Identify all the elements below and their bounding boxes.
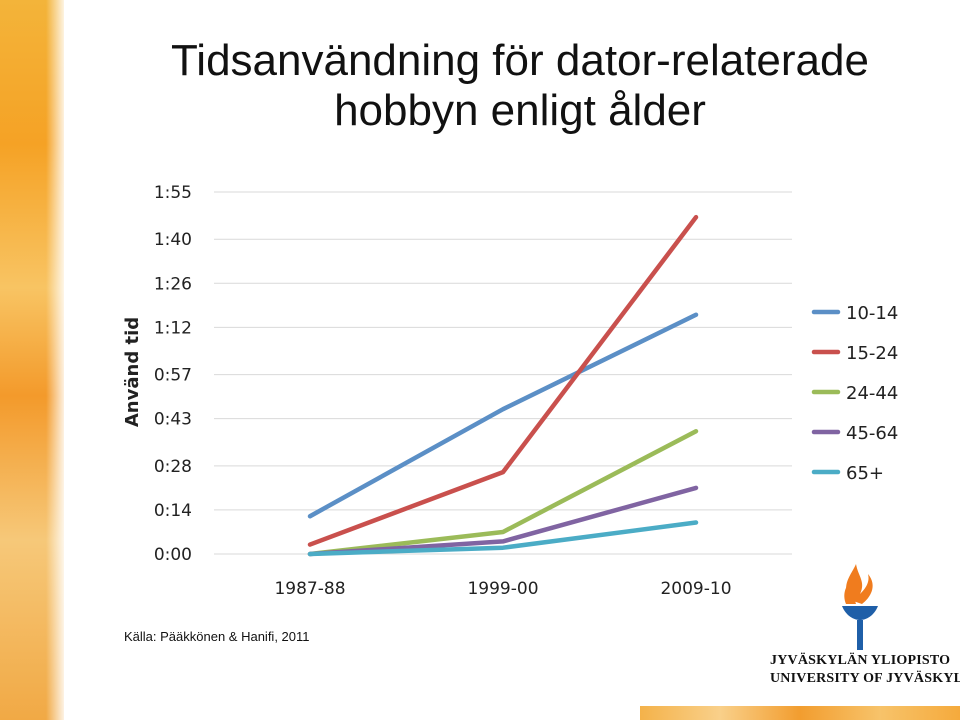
y-tick-label: 1:26 <box>154 274 192 294</box>
source-note: Källa: Pääkkönen & Hanifi, 2011 <box>124 629 310 644</box>
y-tick-label: 1:55 <box>154 183 192 203</box>
series-line-10-14 <box>307 312 699 519</box>
series-line-15-24 <box>307 214 699 547</box>
legend-label: 65+ <box>846 463 884 484</box>
x-tick-label: 2009-10 <box>660 579 731 599</box>
legend-label: 45-64 <box>846 423 898 444</box>
university-name-fi: JYVÄSKYLÄN YLIOPISTO <box>770 653 951 668</box>
title-line-2: hobbyn enligt ålder <box>334 86 706 135</box>
series-line-65+ <box>307 520 699 557</box>
legend-label: 15-24 <box>846 343 898 364</box>
y-tick-label: 0:43 <box>154 410 192 430</box>
y-tick-label: 1:40 <box>154 230 192 250</box>
x-tick-label: 1999-00 <box>467 579 538 599</box>
university-name: JYVÄSKYLÄN YLIOPISTO UNIVERSITY OF JYVÄS… <box>770 652 960 688</box>
decorative-bottom-strip <box>640 706 960 720</box>
y-tick-label: 0:28 <box>154 457 192 477</box>
university-logo <box>842 564 878 650</box>
legend-label: 10-14 <box>846 303 898 324</box>
y-tick-label: 1:12 <box>154 318 192 338</box>
y-tick-label: 0:00 <box>154 545 192 565</box>
legend-label: 24-44 <box>846 383 898 404</box>
torch-icon <box>842 564 878 650</box>
university-name-en: UNIVERSITY OF JYVÄSKYLÄ <box>770 671 960 686</box>
series-line-24-44 <box>307 428 699 557</box>
slide-title: Tidsanvändning för dator-relaterade hobb… <box>100 36 940 136</box>
y-axis-label: Använd tid <box>122 317 143 427</box>
y-tick-label: 0:14 <box>154 501 192 521</box>
y-tick-label: 0:57 <box>154 366 192 386</box>
title-line-1: Tidsanvändning för dator-relaterade <box>171 36 869 85</box>
x-tick-label: 1987-88 <box>274 579 345 599</box>
decorative-leaf-strip <box>0 0 64 720</box>
